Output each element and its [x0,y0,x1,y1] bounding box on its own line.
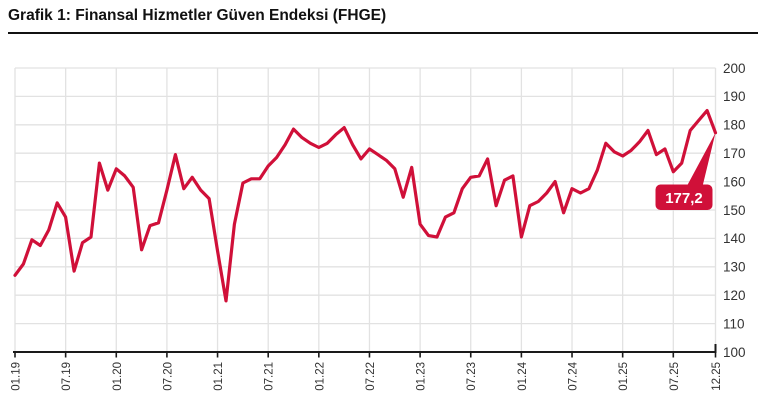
svg-text:12.25: 12.25 [711,362,723,391]
svg-text:190: 190 [723,89,746,104]
svg-text:07.25: 07.25 [669,362,681,391]
svg-text:07.20: 07.20 [162,362,174,391]
svg-text:01.20: 01.20 [112,362,124,391]
svg-text:120: 120 [723,288,746,303]
x-axis-labels: 01.19 07.19 01.20 07.20 01.21 07.21 01.22 07.22… [11,361,724,390]
svg-text:110: 110 [723,316,745,331]
svg-text:01.21: 01.21 [213,362,225,391]
svg-text:200: 200 [723,61,746,76]
svg-text:01.25: 01.25 [618,362,630,391]
svg-text:07.19: 07.19 [61,362,73,391]
value-callout: 177,2 [655,132,716,210]
y-axis-labels: 100 110 120 130 140 150 160 170 180 190 200 [723,61,746,360]
gridlines [14,67,717,352]
svg-text:180: 180 [723,118,746,133]
svg-text:01.19: 01.19 [11,362,23,391]
svg-text:07.24: 07.24 [568,361,580,390]
series-line [13,108,718,303]
svg-text:140: 140 [723,231,746,246]
svg-text:07.22: 07.22 [365,362,377,391]
svg-text:150: 150 [723,203,746,218]
chart-title: Grafik 1: Finansal Hizmetler Güven Endek… [8,6,758,34]
svg-text:160: 160 [723,174,746,189]
x-axis [13,344,717,358]
svg-text:130: 130 [723,260,746,275]
svg-text:100: 100 [723,345,746,360]
svg-text:177,2: 177,2 [665,190,703,207]
svg-text:170: 170 [723,146,746,161]
svg-text:07.21: 07.21 [264,362,276,391]
svg-text:07.23: 07.23 [466,362,478,391]
svg-text:01.24: 01.24 [517,361,529,390]
svg-text:01.22: 01.22 [314,362,326,391]
svg-text:01.23: 01.23 [416,362,428,391]
